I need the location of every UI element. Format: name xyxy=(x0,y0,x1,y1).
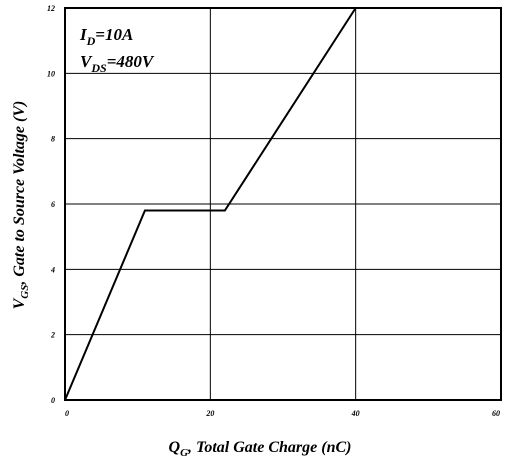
y-axis-label: VGS, Gate to Source Voltage (V) xyxy=(11,101,31,310)
y-tick-label: 4 xyxy=(50,265,55,274)
plot-frame xyxy=(64,7,502,401)
annotation-block: ID=10A VDS=480V xyxy=(79,25,155,75)
series-line-0 xyxy=(64,7,357,401)
y-tick-label: 10 xyxy=(47,69,55,78)
x-tick-label: 0 xyxy=(65,409,69,418)
y-tick-label: 2 xyxy=(50,331,55,340)
x-tick-label: 40 xyxy=(351,409,360,418)
annotation-current: ID=10A xyxy=(79,25,133,48)
annotation-voltage: VDS=480V xyxy=(80,52,155,75)
y-tick-label: 12 xyxy=(47,4,55,13)
x-tick-labels: 0 20 40 60 xyxy=(65,409,500,418)
grid-lines xyxy=(65,8,501,400)
series-layer xyxy=(64,7,357,401)
x-axis-label: QG, Total Gate Charge (nC) xyxy=(169,439,352,459)
y-tick-label: 8 xyxy=(51,135,55,144)
x-tick-label: 60 xyxy=(492,409,500,418)
y-tick-label: 0 xyxy=(51,396,55,405)
y-tick-label: 6 xyxy=(51,200,55,209)
x-tick-label: 20 xyxy=(205,409,214,418)
y-tick-labels: 0 2 4 6 8 10 12 xyxy=(47,4,55,405)
